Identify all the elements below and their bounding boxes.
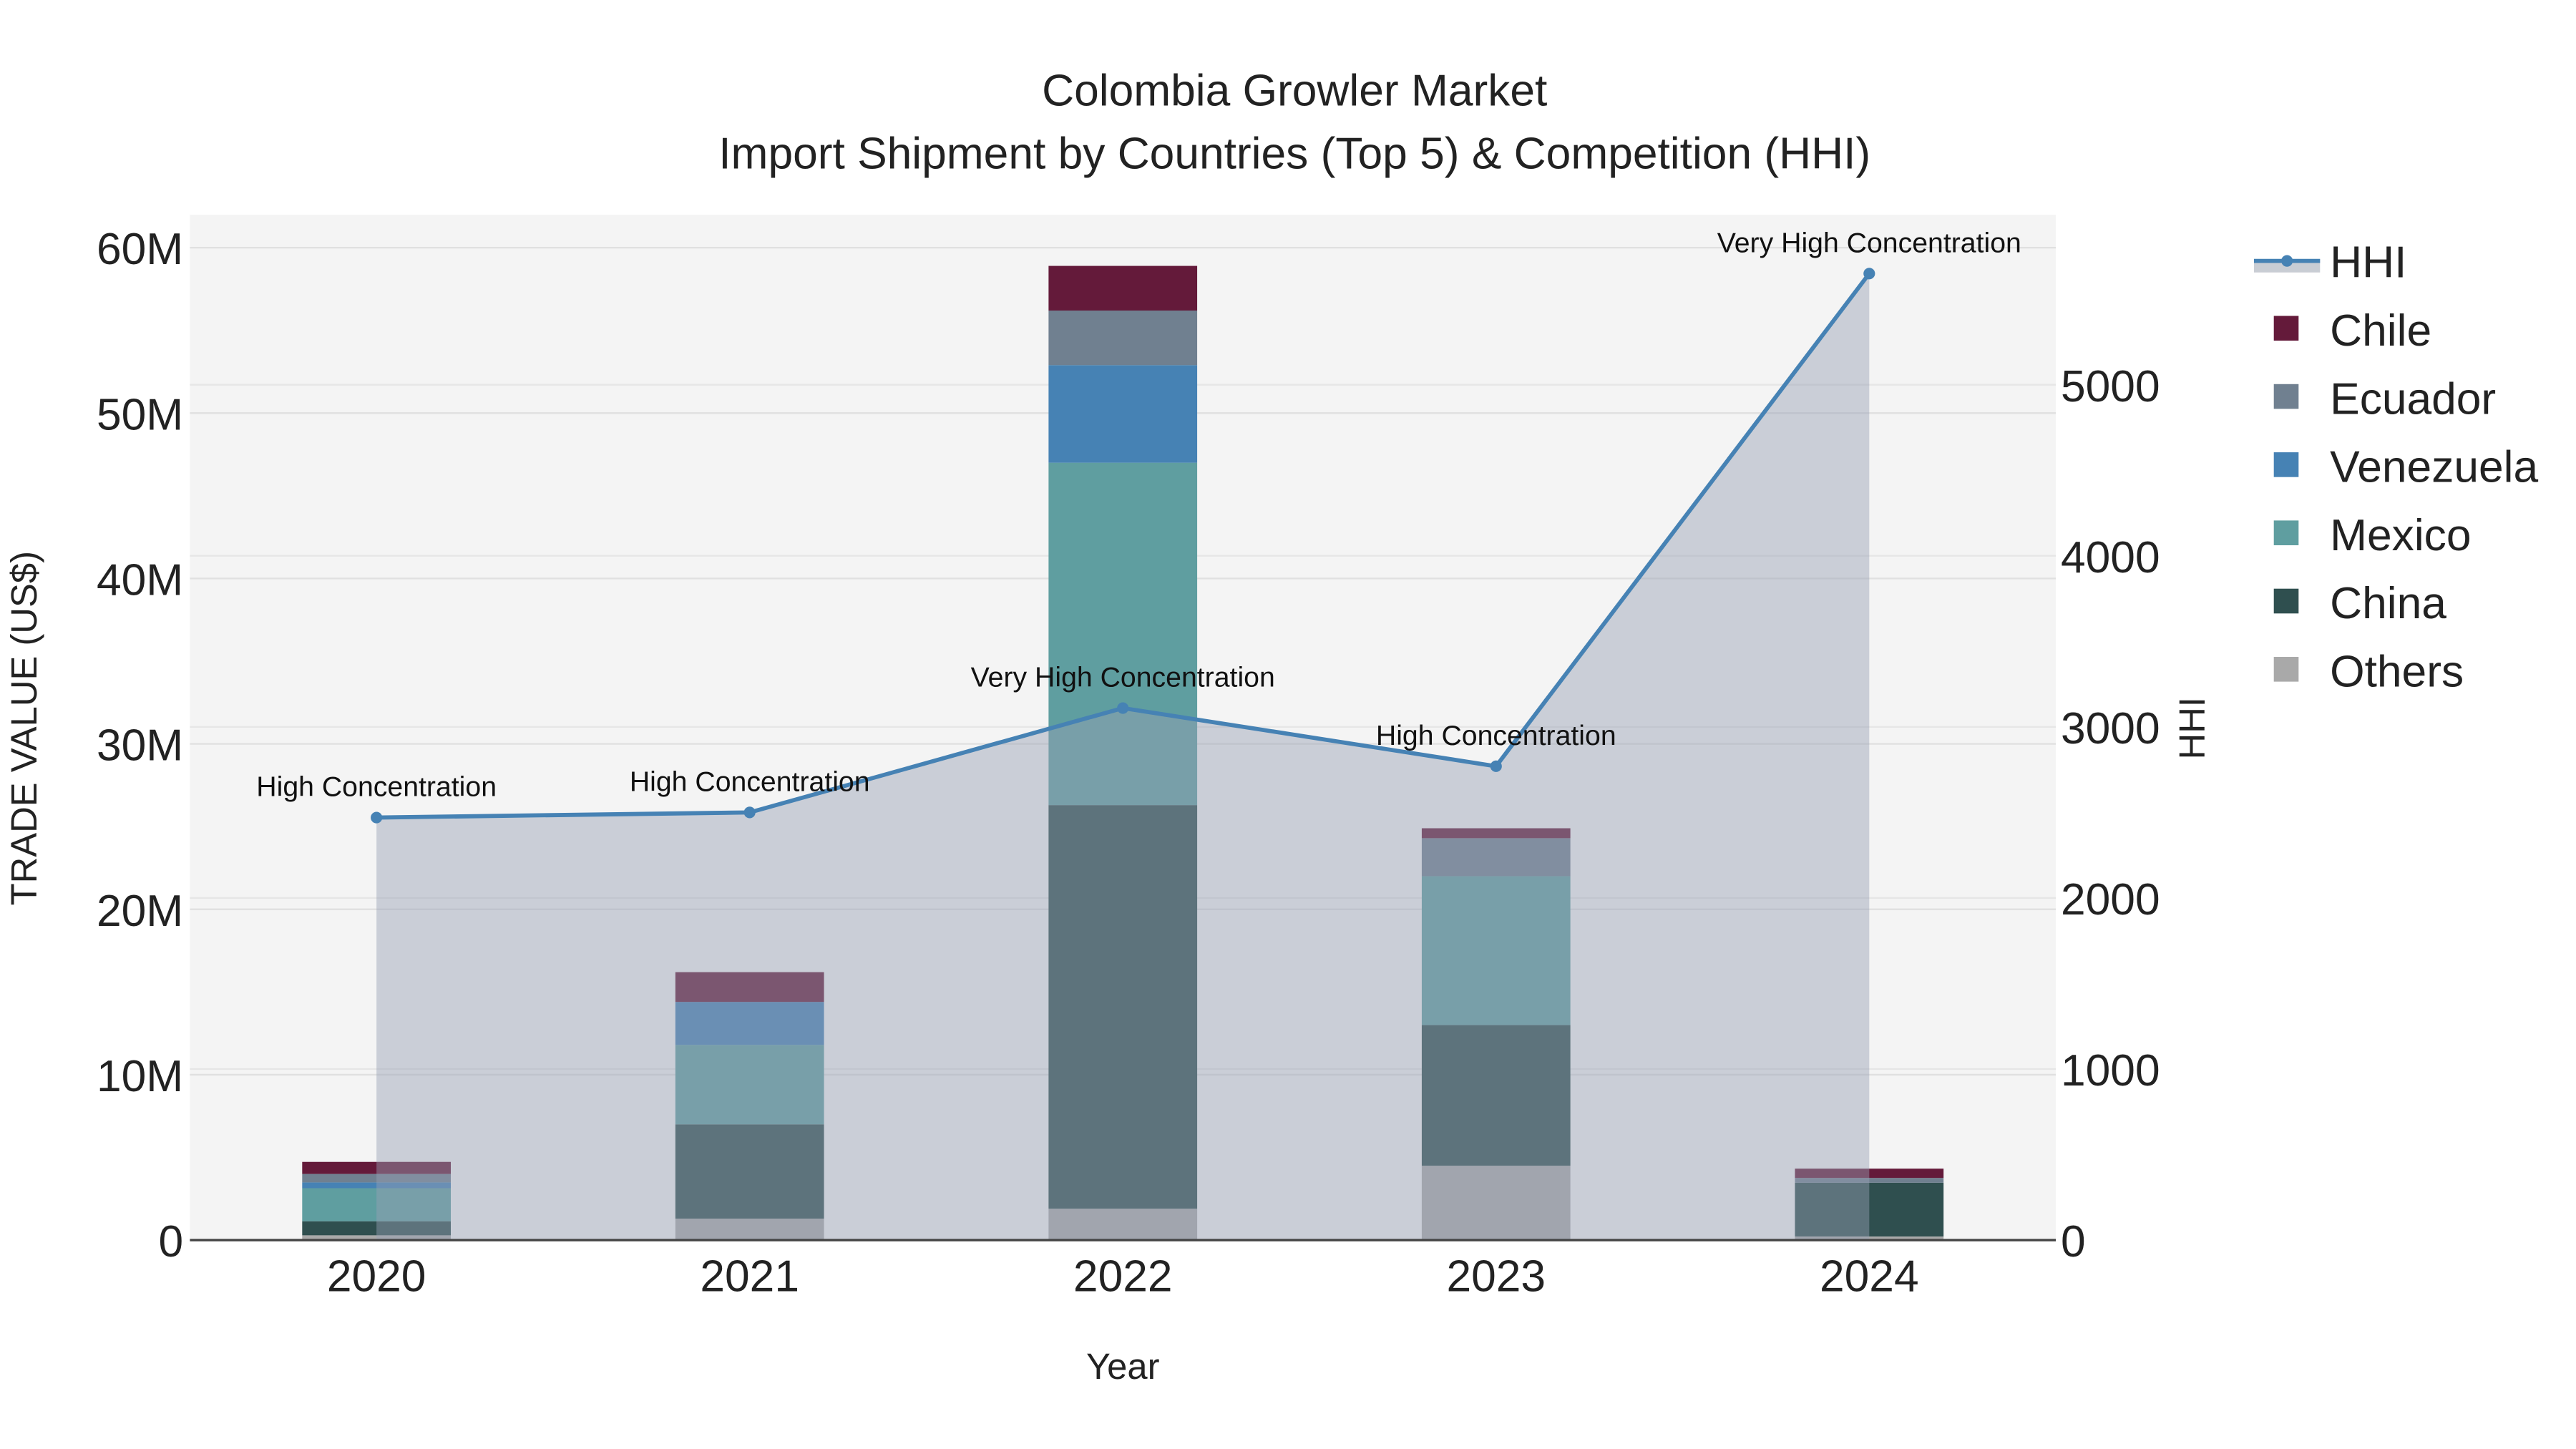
bar-chile-2020 xyxy=(302,1161,451,1174)
legend-label: China xyxy=(2330,579,2446,628)
legend-label: Venezuela xyxy=(2330,443,2538,492)
bar-venezuela-2021 xyxy=(675,1002,824,1045)
legend-swatch-marker xyxy=(2281,255,2293,267)
legend-label: Mexico xyxy=(2330,511,2471,560)
bar-china-2020 xyxy=(302,1221,451,1236)
y-tick-label: 20M xyxy=(97,887,183,936)
hhi-point xyxy=(371,811,383,824)
y2-axis-title: HHI xyxy=(2172,697,2212,759)
hhi-annotation: Very High Concentration xyxy=(971,662,1275,693)
y-tick-label: 0 xyxy=(158,1217,183,1267)
legend-swatch xyxy=(2273,657,2299,682)
legend-swatch xyxy=(2273,316,2299,341)
legend-swatch xyxy=(2273,588,2299,614)
x-tick-label: 2022 xyxy=(1073,1252,1173,1302)
y-tick-label: 50M xyxy=(97,390,183,439)
x-tick-label: 2024 xyxy=(1820,1252,1919,1302)
y-tick-label: 10M xyxy=(97,1052,183,1101)
bar-others-2020 xyxy=(302,1235,451,1241)
bar-china-2021 xyxy=(675,1124,824,1219)
x-tick-label: 2021 xyxy=(700,1252,799,1302)
hhi-area xyxy=(376,273,1870,1241)
hhi-annotation: Very High Concentration xyxy=(1717,227,2021,258)
hhi-point xyxy=(743,806,756,819)
x-axis-title: Year xyxy=(1086,1346,1160,1387)
hhi-point xyxy=(1863,268,1875,280)
bar-chile-2023 xyxy=(1421,828,1571,839)
legend-swatch xyxy=(2273,452,2299,477)
x-tick-label: 2023 xyxy=(1446,1252,1546,1302)
legend-swatch xyxy=(2273,520,2299,545)
bar-mexico-2023 xyxy=(1421,876,1571,1025)
legend-label: Chile xyxy=(2330,306,2431,356)
bar-others-2024 xyxy=(1795,1236,1944,1241)
bar-mexico-2021 xyxy=(675,1045,824,1125)
bar-china-2022 xyxy=(1048,805,1198,1209)
chart-subtitle: Import Shipment by Countries (Top 5) & C… xyxy=(718,129,1870,178)
legend-item-chile: Chile xyxy=(2273,306,2431,356)
legend-label: Others xyxy=(2330,648,2464,697)
y2-tick-label: 2000 xyxy=(2061,875,2160,924)
bar-china-2024 xyxy=(1795,1182,1944,1236)
hhi-point xyxy=(1117,702,1129,714)
bar-china-2023 xyxy=(1421,1025,1571,1166)
legend-label: Ecuador xyxy=(2330,374,2496,424)
chart-title: Colombia Growler Market xyxy=(1042,67,1547,116)
bar-ecuador-2023 xyxy=(1421,838,1571,877)
bar-chile-2022 xyxy=(1048,265,1198,311)
hhi-annotation: High Concentration xyxy=(630,766,870,797)
y-tick-label: 60M xyxy=(97,225,183,274)
bar-ecuador-2024 xyxy=(1795,1178,1944,1183)
legend-item-venezuela: Venezuela xyxy=(2273,443,2538,492)
hhi-annotation: High Concentration xyxy=(1376,720,1616,751)
hhi-point xyxy=(1490,760,1502,772)
y-tick-label: 30M xyxy=(97,721,183,771)
bar-others-2022 xyxy=(1048,1209,1198,1241)
x-tick-label: 2020 xyxy=(327,1252,426,1302)
legend-item-hhi: HHI xyxy=(2253,238,2406,288)
bar-ecuador-2020 xyxy=(302,1174,451,1183)
legend-label: HHI xyxy=(2330,238,2406,288)
bar-ecuador-2022 xyxy=(1048,310,1198,366)
bar-chile-2021 xyxy=(675,972,824,1002)
bar-others-2021 xyxy=(675,1219,824,1241)
legend-item-ecuador: Ecuador xyxy=(2273,374,2496,424)
legend-item-others: Others xyxy=(2273,648,2464,697)
y-axis-title: TRADE VALUE (US$) xyxy=(4,551,44,905)
bar-mexico-2022 xyxy=(1048,462,1198,806)
bar-mexico-2020 xyxy=(302,1188,451,1221)
y-tick-label: 40M xyxy=(97,556,183,605)
y2-tick-label: 5000 xyxy=(2061,362,2160,411)
y2-tick-label: 0 xyxy=(2061,1217,2086,1267)
y2-tick-label: 1000 xyxy=(2061,1046,2160,1096)
legend-item-mexico: Mexico xyxy=(2273,511,2471,560)
hhi-annotation: High Concentration xyxy=(256,771,497,803)
bar-chile-2024 xyxy=(1795,1169,1944,1179)
bar-venezuela-2022 xyxy=(1048,365,1198,463)
y2-tick-label: 4000 xyxy=(2061,533,2160,582)
bar-venezuela-2020 xyxy=(302,1182,451,1189)
bar-others-2023 xyxy=(1421,1166,1571,1241)
legend-swatch xyxy=(2273,384,2299,409)
legend-item-china: China xyxy=(2273,579,2446,628)
y2-tick-label: 3000 xyxy=(2061,704,2160,753)
